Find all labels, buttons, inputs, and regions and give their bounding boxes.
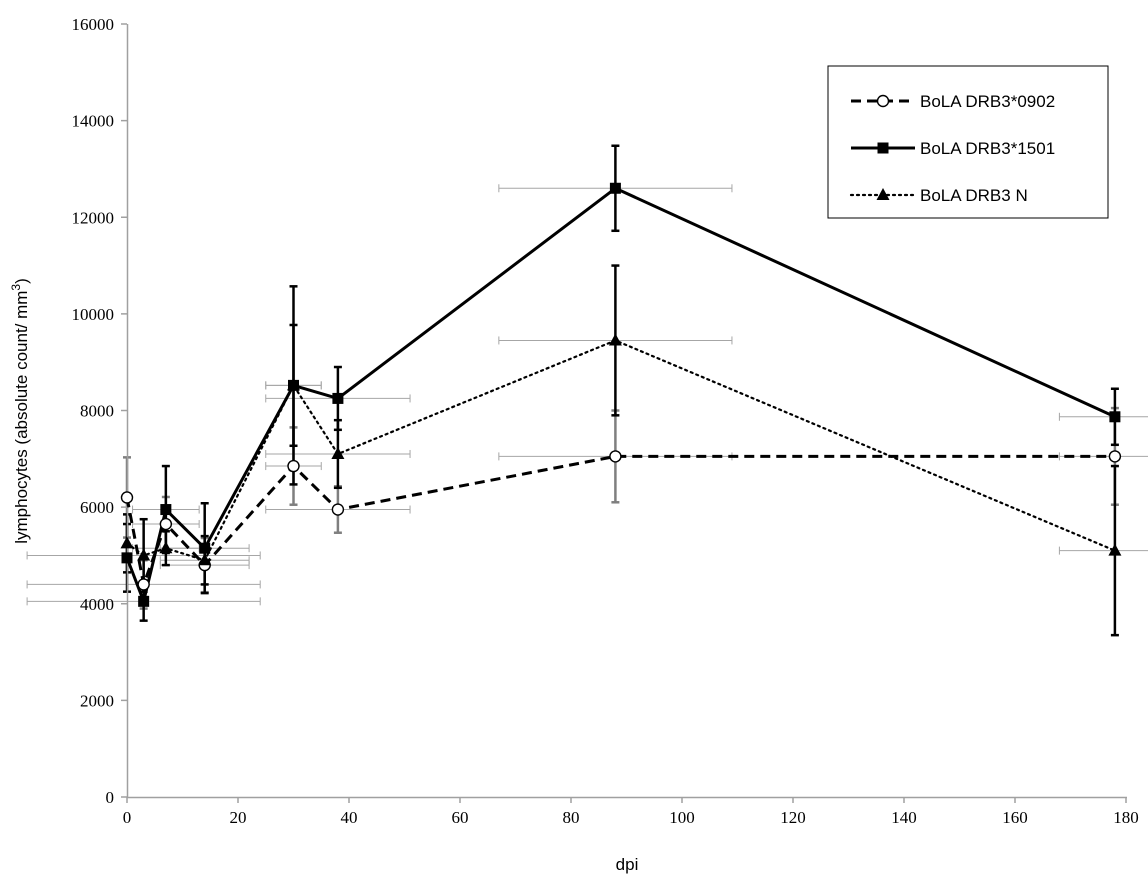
legend-label-bola-drb3-0902: BoLA DRB3*0902: [920, 92, 1055, 111]
series-line-bola-drb3-0902: [125, 454, 1115, 586]
point-bola-drb3-0902: [137, 578, 150, 591]
point-bola-drb3-n: [331, 446, 345, 459]
series-lines: [125, 186, 1117, 603]
point-bola-drb3-n: [137, 548, 151, 561]
y-tick-label: 4000: [80, 595, 114, 614]
legend-marker-bola-drb3-1501: [877, 142, 889, 154]
point-bola-drb3-0902: [609, 450, 622, 463]
series-markers: [120, 182, 1122, 607]
x-tick-label: 160: [1002, 808, 1028, 827]
point-bola-drb3-1501: [332, 392, 344, 404]
x-tick-label: 140: [891, 808, 917, 827]
point-bola-drb3-1501: [609, 182, 621, 194]
axes: [121, 23, 1127, 803]
y-tick-label: 14000: [72, 112, 115, 131]
legend-items: BoLA DRB3*0902 BoLA DRB3*1501 BoLA DRB3 N: [849, 92, 1055, 205]
point-bola-drb3-0902: [159, 517, 173, 531]
x-tick-label: 40: [341, 808, 358, 827]
point-bola-drb3-n: [608, 333, 622, 346]
y-tick-label: 12000: [72, 208, 115, 227]
point-bola-drb3-n: [1108, 543, 1122, 556]
point-bola-drb3-n: [198, 553, 212, 566]
error-bar-layer: [26, 144, 1148, 637]
point-bola-drb3-1501: [1109, 411, 1121, 423]
point-bola-drb3-0902: [1108, 450, 1122, 463]
x-tick-label: 80: [563, 808, 580, 827]
y-tick-label: 0: [106, 788, 115, 807]
legend-box: [827, 65, 1109, 219]
y-tick-label: 16000: [72, 15, 115, 34]
y-axis-title: lymphocytes (absolute count/ mm3): [9, 278, 31, 544]
y-tick-label: 10000: [72, 305, 115, 324]
y-tick-label: 6000: [80, 498, 114, 517]
legend-label-bola-drb3-1501: BoLA DRB3*1501: [920, 139, 1055, 158]
point-bola-drb3-n: [287, 378, 300, 391]
point-bola-drb3-1501: [199, 542, 211, 554]
x-tick-label: 100: [669, 808, 695, 827]
y-tick-label: 8000: [80, 402, 114, 421]
point-bola-drb3-0902: [331, 503, 345, 516]
point-bola-drb3-n: [159, 541, 173, 554]
series-line-bola-drb3-n: [125, 339, 1117, 562]
point-bola-drb3-0902: [120, 491, 134, 504]
legend-marker-bola-drb3-n: [876, 188, 890, 200]
series-line-bola-drb3-1501: [125, 186, 1116, 603]
x-tick-label: 60: [452, 808, 469, 827]
x-tick-label: 120: [780, 808, 806, 827]
point-bola-drb3-n: [120, 536, 134, 549]
x-axis-title: dpi: [616, 855, 639, 874]
point-bola-drb3-0902: [287, 459, 300, 473]
x-tick-label: 180: [1113, 808, 1139, 827]
point-bola-drb3-1501: [138, 595, 150, 607]
point-bola-drb3-1501: [160, 504, 172, 516]
x-tick-label: 0: [123, 808, 132, 827]
legend-marker-bola-drb3-0902: [876, 94, 890, 108]
legend: BoLA DRB3*0902 BoLA DRB3*1501 BoLA DRB3 N: [827, 65, 1109, 219]
legend-label-bola-drb3-n: BoLA DRB3 N: [920, 186, 1028, 205]
y-tick-label: 2000: [80, 691, 114, 710]
point-bola-drb3-1501: [121, 552, 133, 564]
x-tick-label: 20: [230, 808, 247, 827]
tick-labels: 0 2000 4000 6000 8000 10000 12000 14000 16000 0 20…: [72, 15, 1139, 827]
